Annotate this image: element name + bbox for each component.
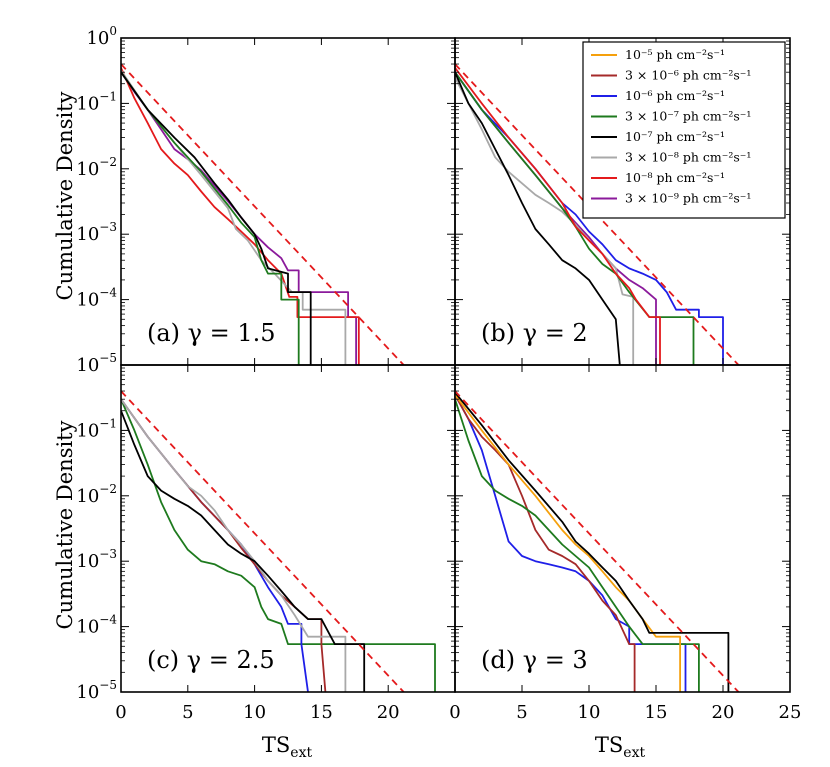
xlabel-left-main: TS bbox=[262, 733, 290, 757]
series-line-d-f1e-7 bbox=[455, 391, 730, 692]
xtick-label-c-15: 15 bbox=[310, 702, 333, 723]
series-line-c-f1e-7 bbox=[121, 410, 366, 692]
ytick-label-a-5: 10−5 bbox=[76, 351, 117, 376]
reference-line-a bbox=[121, 63, 405, 365]
legend-label-f3e-8: 3 × 10⁻⁸ ph cm⁻²s⁻¹ bbox=[625, 150, 751, 165]
legend-label-f3e-6: 3 × 10⁻⁶ ph cm⁻²s⁻¹ bbox=[625, 68, 751, 83]
ytick-label-exp: −3 bbox=[99, 547, 117, 561]
ytick-label-c-5: 10−5 bbox=[76, 678, 117, 703]
ytick-label-exp: −3 bbox=[99, 220, 117, 234]
panel-label-b: (b) γ = 2 bbox=[481, 319, 588, 347]
legend-label-f1e-8: 10⁻⁸ ph cm⁻²s⁻¹ bbox=[625, 170, 725, 185]
ytick-label-a-1: 10−1 bbox=[76, 89, 117, 114]
xtick-label-d-20: 20 bbox=[712, 702, 735, 723]
ytick-label-base: 10 bbox=[76, 682, 99, 703]
xtick-label-c-20: 20 bbox=[377, 702, 400, 723]
series-line-a-f1e-7 bbox=[121, 71, 312, 365]
ytick-label-base: 10 bbox=[76, 486, 99, 507]
ytick-label-a-0: 100 bbox=[86, 24, 117, 49]
ytick-label-base: 10 bbox=[76, 159, 99, 180]
ytick-label-c-2: 10−2 bbox=[76, 482, 117, 507]
ylabel-bottom: Cumulative Density bbox=[53, 420, 77, 629]
ytick-label-base: 10 bbox=[76, 355, 99, 376]
series-line-c-f3e-7 bbox=[121, 398, 436, 692]
legend-label-f1e-6: 10⁻⁶ ph cm⁻²s⁻¹ bbox=[625, 88, 725, 103]
panel-a-plot-area bbox=[121, 63, 405, 365]
ytick-label-base: 10 bbox=[76, 420, 99, 441]
xtick-label-c-0: 0 bbox=[115, 702, 126, 723]
ytick-label-c-4: 10−4 bbox=[76, 613, 117, 638]
xlabel-left: TSext bbox=[262, 733, 313, 761]
reference-line-c bbox=[121, 390, 405, 692]
ytick-label-exp: −1 bbox=[99, 89, 117, 103]
legend-box bbox=[582, 41, 786, 219]
series-line-d-f1e-6 bbox=[455, 394, 687, 692]
xlabel-left-sub: ext bbox=[290, 745, 312, 761]
ytick-label-base: 10 bbox=[76, 290, 99, 311]
ytick-label-exp: −2 bbox=[99, 155, 117, 169]
panel-label-a: (a) γ = 1.5 bbox=[147, 319, 276, 347]
ytick-label-exp: −4 bbox=[99, 286, 117, 300]
series-line-d-f3e-6 bbox=[455, 394, 636, 692]
ytick-label-c-1: 10−1 bbox=[76, 416, 117, 441]
axes-layer: (a) γ = 1.5 (b) γ = 2 (c) γ = 2.5 (d) γ = 3… bbox=[76, 24, 801, 723]
panel-c: (c) γ = 2.5 bbox=[120, 364, 456, 693]
xlabel-right: TSext bbox=[595, 733, 646, 761]
ytick-label-base: 10 bbox=[86, 28, 109, 49]
xlabel-right-main: TS bbox=[595, 733, 623, 757]
panel-a: (a) γ = 1.5 bbox=[120, 37, 456, 366]
xtick-label-d-15: 15 bbox=[645, 702, 668, 723]
legend-label-f1e-7: 10⁻⁷ ph cm⁻²s⁻¹ bbox=[625, 129, 725, 144]
ytick-label-exp: −5 bbox=[99, 678, 117, 692]
panel-d-plot-area bbox=[455, 390, 740, 692]
xtick-label-d-10: 10 bbox=[578, 702, 601, 723]
panel-d-frame bbox=[454, 364, 791, 693]
panel-a-frame bbox=[120, 37, 456, 366]
xtick-label-d-25: 25 bbox=[779, 702, 802, 723]
panel-c-plot-area bbox=[121, 390, 436, 692]
legend: 10⁻⁵ ph cm⁻²s⁻¹ 3 × 10⁻⁶ ph cm⁻²s⁻¹ 10⁻⁶ p… bbox=[582, 41, 786, 219]
panel-b: (b) γ = 2 bbox=[454, 37, 791, 366]
ytick-label-a-2: 10−2 bbox=[76, 155, 117, 180]
ytick-label-base: 10 bbox=[76, 93, 99, 114]
ytick-label-base: 10 bbox=[76, 224, 99, 245]
ytick-label-exp: −4 bbox=[99, 613, 117, 627]
legend-label-f3e-7: 3 × 10⁻⁷ ph cm⁻²s⁻¹ bbox=[625, 109, 751, 124]
ytick-label-base: 10 bbox=[76, 551, 99, 572]
xtick-label-c-10: 10 bbox=[243, 702, 266, 723]
series-line-d-f3e-7 bbox=[455, 398, 700, 692]
ytick-label-exp: −2 bbox=[99, 482, 117, 496]
series-line-b-f3e-8 bbox=[455, 76, 635, 365]
series-line-b-f1e-7 bbox=[455, 71, 621, 365]
series-line-b-f1e-8 bbox=[455, 67, 661, 365]
panel-label-d: (d) γ = 3 bbox=[481, 646, 588, 674]
ytick-label-exp: −1 bbox=[99, 416, 117, 430]
ytick-label-base: 10 bbox=[76, 617, 99, 638]
ytick-label-c-3: 10−3 bbox=[76, 547, 117, 572]
series-line-a-f3e-7 bbox=[121, 71, 300, 365]
reference-line-d bbox=[455, 390, 740, 692]
legend-label-f1e-5: 10⁻⁵ ph cm⁻²s⁻¹ bbox=[625, 47, 725, 62]
ytick-label-exp: −5 bbox=[99, 351, 117, 365]
ytick-label-exp: 0 bbox=[109, 24, 117, 38]
panel-d: (d) γ = 3 bbox=[454, 364, 791, 693]
xlabel-right-sub: ext bbox=[623, 745, 645, 761]
xtick-label-d-0: 0 bbox=[449, 702, 460, 723]
legend-label-f3e-9: 3 × 10⁻⁹ ph cm⁻²s⁻¹ bbox=[625, 191, 751, 206]
series-line-c-f3e-8 bbox=[121, 398, 347, 692]
xtick-label-d-5: 5 bbox=[516, 702, 527, 723]
ytick-label-a-4: 10−4 bbox=[76, 286, 117, 311]
xtick-label-c-5: 5 bbox=[182, 702, 193, 723]
ytick-label-a-3: 10−3 bbox=[76, 220, 117, 245]
panel-label-c: (c) γ = 2.5 bbox=[147, 646, 275, 674]
ylabel-top: Cumulative Density bbox=[53, 91, 77, 300]
